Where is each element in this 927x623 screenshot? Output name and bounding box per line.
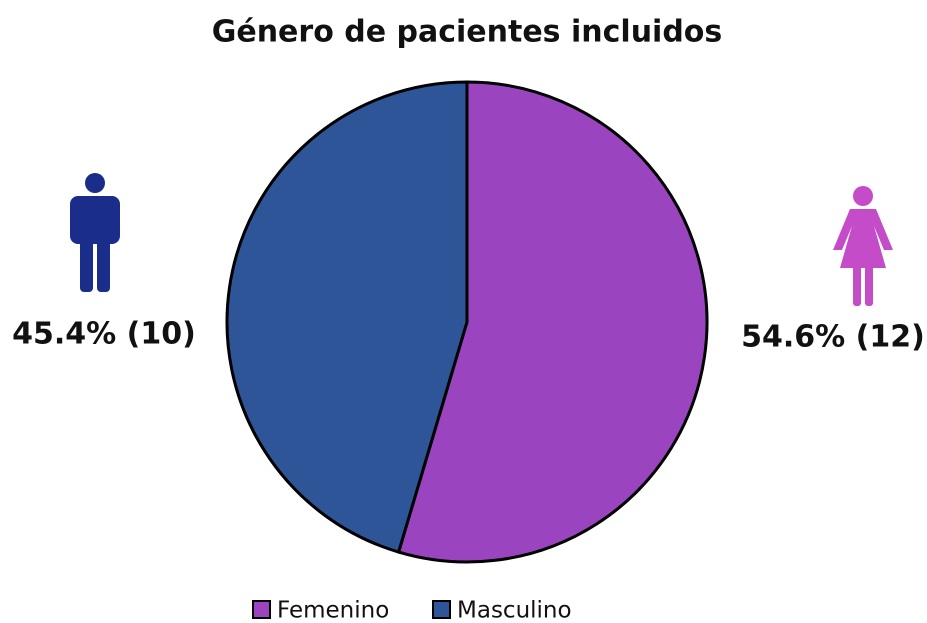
value-label: 45.4% (10): [12, 317, 196, 352]
female-icon: [833, 186, 893, 306]
legend-label: Femenino: [277, 598, 389, 623]
legend-label: Masculino: [457, 598, 572, 623]
male-icon: [70, 173, 120, 292]
legend-swatch: [252, 600, 271, 619]
legend-swatch: [432, 600, 451, 619]
pie-slice: [225, 80, 469, 554]
value-label: 54.6% (12): [741, 320, 925, 355]
pie-slice: [396, 80, 709, 564]
chart-title: Género de pacientes incluidos: [212, 15, 723, 50]
